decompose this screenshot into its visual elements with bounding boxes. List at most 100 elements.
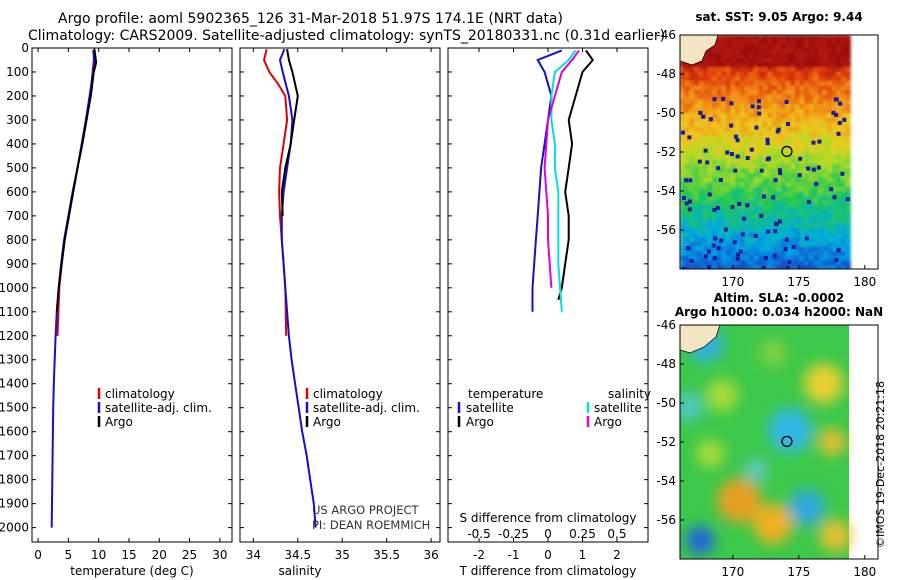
sst-cell: [753, 182, 759, 188]
sst-cell: [730, 136, 736, 142]
sst-cell: [703, 242, 709, 248]
sst-cell: [841, 232, 847, 238]
sst-cell: [785, 71, 791, 77]
sst-cell: [726, 81, 732, 87]
sst-cell: [707, 219, 713, 225]
sst-cell: [767, 90, 773, 96]
sst-cell: [698, 251, 704, 257]
sst-cell: [795, 44, 801, 50]
sst-cell: [841, 122, 847, 128]
y-tick-label: 300: [6, 113, 29, 127]
sst-cell: [845, 71, 851, 77]
sst-cell: [680, 228, 686, 234]
sst-cell: [804, 113, 810, 119]
sst-cell: [836, 191, 842, 197]
sst-cell: [703, 58, 709, 64]
sst-cell: [684, 209, 690, 215]
sst-cell: [831, 67, 837, 73]
sst-gap-pixel: [774, 221, 778, 226]
sst-cell: [753, 209, 759, 215]
sst-cell: [703, 62, 709, 68]
sst-cell: [707, 214, 713, 220]
sst-cell: [721, 127, 727, 133]
sst-cell: [730, 62, 736, 68]
sst-cell: [749, 168, 755, 174]
sst-gap-pixel: [750, 104, 755, 109]
sst-gap-pixel: [725, 150, 730, 155]
sst-cell: [831, 44, 837, 50]
sst-cell: [744, 99, 750, 105]
sst-cell: [703, 94, 709, 100]
sst-cell: [703, 67, 709, 73]
sst-cell: [712, 53, 718, 59]
sst-cell: [716, 136, 722, 142]
sst-cell: [680, 145, 686, 151]
sst-cell: [822, 260, 828, 266]
sst-cell: [795, 260, 801, 266]
sst-cell: [712, 99, 718, 105]
sst-cell: [739, 99, 745, 105]
sst-cell: [790, 127, 796, 133]
sst-cell: [808, 117, 814, 123]
sst-cell: [703, 127, 709, 133]
sst-cell: [744, 242, 750, 248]
sst-cell: [831, 39, 837, 45]
sst-cell: [804, 177, 810, 183]
sst-cell: [790, 85, 796, 91]
sst-cell: [758, 58, 764, 64]
sst-cell: [721, 163, 727, 169]
sst-cell: [790, 237, 796, 243]
sst-cell: [785, 209, 791, 215]
sst-cell: [753, 53, 759, 59]
sst-cell: [781, 85, 787, 91]
sst-cell: [753, 58, 759, 64]
sst-cell: [689, 108, 695, 114]
sst-cell: [781, 76, 787, 82]
sst-cell: [726, 209, 732, 215]
sst-cell: [781, 90, 787, 96]
sst-cell: [767, 122, 773, 128]
sst-cell: [758, 228, 764, 234]
sst-cell: [744, 140, 750, 146]
sst-cell: [684, 223, 690, 229]
sst-cell: [689, 67, 695, 73]
sst-cell: [804, 232, 810, 238]
sst-cell: [781, 154, 787, 160]
sst-cell: [818, 117, 824, 123]
sst-cell: [730, 173, 736, 179]
sst-cell: [813, 200, 819, 206]
sst-cell: [680, 136, 686, 142]
sst-cell: [818, 85, 824, 91]
sst-cell: [785, 39, 791, 45]
sst-cell: [776, 94, 782, 100]
sst-cell: [818, 196, 824, 202]
sst-cell: [827, 136, 833, 142]
sst-cell: [822, 168, 828, 174]
sst-cell: [744, 67, 750, 73]
sst-cell: [716, 182, 722, 188]
sst-cell: [841, 145, 847, 151]
sst-cell: [693, 209, 699, 215]
sst-cell: [721, 214, 727, 220]
sst-cell: [799, 223, 805, 229]
sst-cell: [804, 246, 810, 252]
sst-cell: [758, 159, 764, 165]
sst-cell: [845, 104, 851, 110]
sst-cell: [808, 177, 814, 183]
sst-cell: [790, 205, 796, 211]
sst-cell: [739, 219, 745, 225]
sst-cell: [698, 145, 704, 151]
sst-cell: [841, 177, 847, 183]
sst-cell: [703, 214, 709, 220]
sst-cell: [795, 58, 801, 64]
sst-cell: [813, 163, 819, 169]
sst-cell: [753, 214, 759, 220]
sst-cell: [684, 196, 690, 202]
sst-cell: [735, 219, 741, 225]
sst-cell: [693, 219, 699, 225]
sst-cell: [680, 168, 686, 174]
sst-cell: [813, 219, 819, 225]
sst-cell: [795, 39, 801, 45]
sst-cell: [703, 237, 709, 243]
sst-cell: [744, 39, 750, 45]
